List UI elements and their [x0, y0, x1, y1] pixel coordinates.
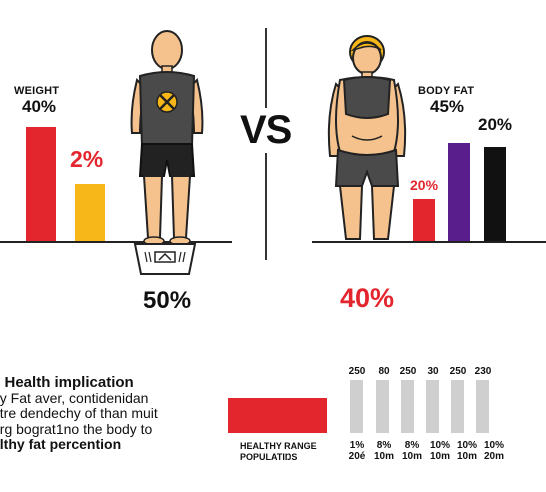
weight-bar2-label: 2%	[70, 146, 104, 172]
body-fat-bar-red	[413, 199, 435, 242]
gray-column	[451, 380, 464, 433]
bathroom-scale-icon	[133, 243, 197, 275]
healthy-range-bar	[228, 398, 327, 433]
health-text-line-4: althy fat percention	[0, 436, 122, 452]
health-implication-heading: e Health implication	[0, 374, 134, 391]
gray-column	[476, 380, 489, 433]
col-bottom-value: 8% 10m	[364, 440, 404, 462]
weight-bar1-label: 40%	[22, 97, 57, 116]
healthy-range-label: HEALTHY RANGE	[240, 441, 317, 451]
weight-bar-red	[26, 127, 56, 242]
health-text-line-3: org bograt1no the body to	[0, 420, 153, 437]
body-fat-title: BODY FAT	[418, 85, 475, 97]
scale-readout: 50%	[143, 287, 192, 314]
col-bottom-sub: 10m	[429, 451, 450, 462]
gray-column	[426, 380, 439, 433]
body-fat-purple-label: 45%	[430, 97, 465, 116]
col-bottom-pct: 10%	[456, 440, 477, 451]
col-bottom-pct: 10%	[483, 440, 504, 451]
col-bottom-sub: 20m	[483, 451, 504, 462]
col-top-value: 250	[449, 366, 467, 377]
populations-label: POPULATIŊS	[240, 452, 298, 462]
col-bottom-value: 10% 10m	[420, 440, 460, 462]
col-bottom-sub: 20é	[348, 451, 366, 462]
col-bottom-sub: 10m	[373, 451, 394, 462]
col-top-value: 80	[378, 366, 390, 377]
body-fat-red-label: 20%	[410, 177, 439, 193]
col-top-value: 250	[348, 366, 366, 377]
body-fat-black-label: 20%	[478, 115, 513, 134]
col-bottom-pct: 8%	[404, 440, 420, 451]
health-text-line-2: ntre dendechy of than muit	[0, 405, 158, 421]
vs-label: VS	[238, 108, 294, 153]
left-baseline	[0, 241, 232, 243]
col-bottom-value: 10% 10m	[447, 440, 487, 462]
health-text-line-1: dy Fat aver, contidenidan	[0, 389, 149, 406]
health-implication-text: e Health implication dy Fat aver, contid…	[0, 375, 222, 453]
col-bottom-pct: 1%	[349, 440, 365, 451]
col-bottom-sub: 10m	[401, 451, 422, 462]
heavier-person-illustration	[327, 35, 407, 240]
col-top-value: 250	[399, 366, 417, 377]
body-fat-readout: 40%	[340, 283, 395, 313]
col-bottom-sub: 10m	[456, 451, 477, 462]
col-bottom-value: 1% 20é	[337, 440, 377, 462]
body-fat-bar-black	[484, 147, 506, 242]
col-bottom-value: 8% 10m	[392, 440, 432, 462]
col-bottom-pct: 8%	[376, 440, 392, 451]
col-bottom-value: 10% 20m	[474, 440, 514, 462]
col-top-value: 30	[427, 366, 439, 377]
weight-bar-yellow	[75, 184, 105, 242]
col-bottom-pct: 10%	[429, 440, 450, 451]
right-baseline	[312, 241, 546, 243]
col-top-value: 230	[474, 366, 492, 377]
gray-column	[401, 380, 414, 433]
body-fat-bar-purple	[448, 143, 470, 242]
weight-title: WEIGHT	[14, 85, 60, 97]
gray-column	[350, 380, 363, 433]
slim-person-illustration	[130, 30, 204, 246]
gray-column	[376, 380, 389, 433]
